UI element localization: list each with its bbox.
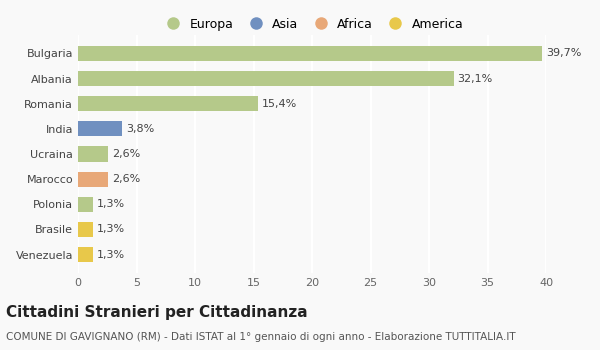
Text: 39,7%: 39,7%: [546, 48, 581, 58]
Text: Cittadini Stranieri per Cittadinanza: Cittadini Stranieri per Cittadinanza: [6, 304, 308, 320]
Text: COMUNE DI GAVIGNANO (RM) - Dati ISTAT al 1° gennaio di ogni anno - Elaborazione : COMUNE DI GAVIGNANO (RM) - Dati ISTAT al…: [6, 332, 515, 343]
Bar: [78, 146, 109, 162]
Bar: [78, 71, 454, 86]
Bar: [78, 46, 542, 61]
Text: 32,1%: 32,1%: [457, 74, 493, 84]
Text: 2,6%: 2,6%: [112, 174, 140, 184]
Text: 1,3%: 1,3%: [97, 250, 125, 260]
Bar: [78, 247, 93, 262]
Legend: Europa, Asia, Africa, America: Europa, Asia, Africa, America: [155, 13, 469, 36]
Bar: [78, 121, 122, 136]
Bar: [78, 172, 109, 187]
Text: 1,3%: 1,3%: [97, 224, 125, 234]
Text: 1,3%: 1,3%: [97, 199, 125, 209]
Text: 2,6%: 2,6%: [112, 149, 140, 159]
Bar: [78, 222, 93, 237]
Text: 3,8%: 3,8%: [126, 124, 154, 134]
Bar: [78, 96, 258, 111]
Text: 15,4%: 15,4%: [262, 99, 297, 109]
Bar: [78, 197, 93, 212]
